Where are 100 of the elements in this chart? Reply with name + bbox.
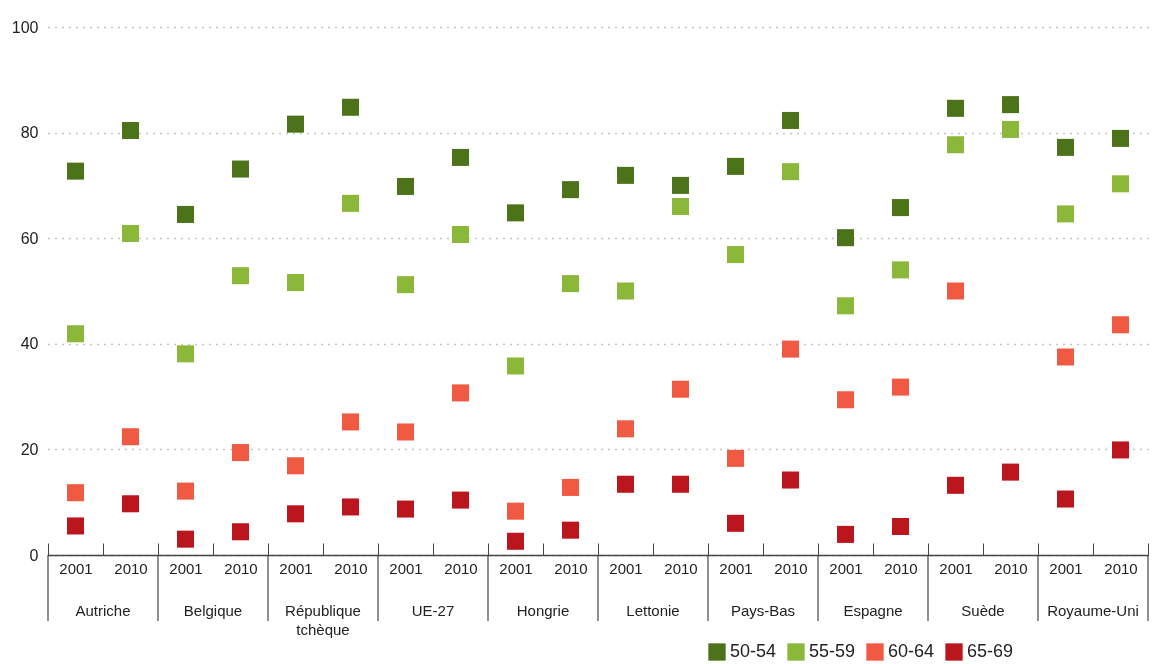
point <box>1111 175 1130 193</box>
point <box>836 297 855 315</box>
point <box>506 532 525 550</box>
y-tick-label: 20 <box>20 440 39 458</box>
point <box>396 423 415 441</box>
point <box>616 166 635 184</box>
text: Autriche <box>75 602 131 619</box>
point <box>781 340 800 358</box>
point <box>726 449 745 467</box>
point <box>1001 463 1020 481</box>
point <box>616 475 635 493</box>
point <box>396 276 415 294</box>
point <box>1111 316 1130 334</box>
point <box>451 491 470 509</box>
point <box>946 99 965 117</box>
point <box>671 176 690 194</box>
point <box>286 274 305 292</box>
point <box>781 111 800 129</box>
point <box>1056 490 1075 508</box>
x-tick-label: 2010 <box>554 559 588 577</box>
point <box>121 428 140 446</box>
legend-label: 55-59 <box>809 641 856 661</box>
y-tick-label: 80 <box>20 124 39 142</box>
point <box>781 471 800 489</box>
point <box>121 224 140 242</box>
point <box>891 517 910 535</box>
point <box>781 163 800 181</box>
x-tick-label: 2001 <box>499 559 533 577</box>
y-tick-label: 40 <box>20 335 39 353</box>
point <box>836 391 855 409</box>
text: Pays-Bas <box>730 602 796 619</box>
point <box>1001 120 1020 138</box>
point <box>1056 205 1075 223</box>
point <box>176 482 195 500</box>
point <box>506 502 525 520</box>
point <box>451 225 470 244</box>
point <box>671 380 690 398</box>
x-tick-label: 2010 <box>994 559 1028 577</box>
point <box>231 444 250 462</box>
x-tick-label: 2001 <box>609 559 643 577</box>
x-tick-label: 2001 <box>389 559 423 577</box>
point <box>286 115 305 133</box>
point <box>1111 129 1130 147</box>
point <box>231 523 250 541</box>
point <box>891 261 910 279</box>
point <box>396 500 415 518</box>
x-tick-label: 2010 <box>224 559 258 577</box>
point <box>341 194 360 212</box>
x-tick-label: 2010 <box>884 559 918 577</box>
point <box>671 475 690 493</box>
point <box>1056 348 1075 366</box>
point <box>836 229 855 247</box>
point <box>726 514 745 532</box>
legend-label: 65-69 <box>967 641 1014 661</box>
point <box>1056 138 1075 156</box>
point <box>231 160 250 178</box>
point <box>176 205 195 223</box>
point <box>286 457 305 475</box>
point <box>66 325 85 343</box>
point <box>231 267 250 285</box>
point <box>946 282 965 300</box>
point <box>341 413 360 431</box>
legend-label: 60-64 <box>888 641 935 661</box>
point <box>176 345 195 363</box>
x-tick-label: 2010 <box>774 559 808 577</box>
point <box>946 476 965 494</box>
point <box>891 199 910 217</box>
point <box>1111 441 1130 459</box>
x-tick-label: 2001 <box>1049 559 1083 577</box>
x-tick-label: 2001 <box>719 559 753 577</box>
x-tick-label: 2010 <box>1104 559 1138 577</box>
point <box>66 162 85 180</box>
y-tick-label: 60 <box>20 229 39 247</box>
point <box>616 420 635 438</box>
legend-label: 50-54 <box>730 641 777 661</box>
point <box>561 275 580 293</box>
point <box>726 246 745 264</box>
y-tick-label: 0 <box>29 546 39 564</box>
x-tick-label: 2001 <box>939 559 973 577</box>
text: Royaume-Uni <box>1047 602 1139 619</box>
point <box>836 525 855 543</box>
point <box>616 282 635 300</box>
point <box>396 177 415 195</box>
point <box>286 505 305 523</box>
text: UE-27 <box>411 602 455 619</box>
text: Lettonie <box>626 602 680 619</box>
x-tick-label: 2010 <box>334 559 368 577</box>
y-tick-label: 100 <box>11 18 39 36</box>
point <box>506 204 525 222</box>
point <box>341 498 360 516</box>
x-tick-label: 2001 <box>279 559 313 577</box>
point <box>121 495 140 513</box>
x-tick-label: 2001 <box>829 559 863 577</box>
x-tick-label: 2001 <box>59 559 93 577</box>
x-tick-label: 2001 <box>169 559 203 577</box>
point <box>506 357 525 375</box>
x-tick-label: 2010 <box>444 559 478 577</box>
text: Espagne <box>843 602 903 619</box>
point <box>451 148 470 166</box>
point <box>66 484 85 502</box>
